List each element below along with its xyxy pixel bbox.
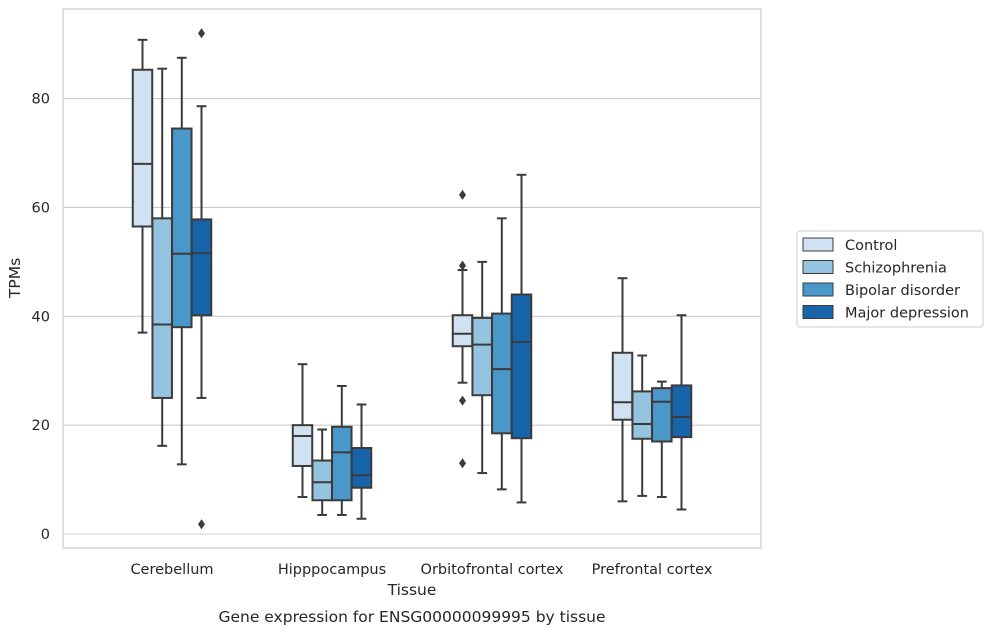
box-body: [471, 316, 493, 397]
box-body: [151, 217, 173, 399]
legend-label: Schizophrenia: [845, 261, 947, 277]
box-body: [171, 127, 193, 329]
legend: Control Schizophrenia Bipolar disorder Majo…: [796, 230, 984, 328]
y-tick-label: 0: [41, 527, 50, 543]
legend-label: Bipolar disorder: [845, 283, 960, 299]
box-control: [611, 277, 634, 503]
outlier-marker: [459, 260, 466, 271]
box-body: [451, 314, 474, 348]
box-schizophrenia: [631, 354, 653, 497]
box-schizophrenia: [471, 260, 493, 475]
box-body: [631, 390, 653, 440]
outlier-marker: [459, 189, 466, 200]
outlier-marker: [198, 28, 205, 39]
box-schizophrenia: [311, 428, 333, 516]
box-body: [331, 425, 353, 502]
box-major-depression: [190, 28, 213, 530]
box-bipolar-disorder: [651, 380, 673, 498]
x-tick-label: Cerebellum: [130, 562, 213, 578]
y-tick-labels: 0 20 40 60 80: [32, 92, 50, 543]
box-bipolar-disorder: [171, 56, 193, 466]
box-major-depression: [670, 314, 693, 511]
box-body: [491, 312, 513, 435]
box-major-depression: [350, 403, 373, 520]
box-control: [131, 38, 154, 334]
box-body: [350, 447, 373, 489]
plot-frame: [62, 8, 762, 549]
x-tick-label: Prefrontal cortex: [592, 562, 713, 578]
legend-swatch: [802, 282, 834, 297]
y-axis-label: TPMs: [6, 258, 24, 299]
box-body: [291, 424, 314, 467]
x-tick-labels: Cerebellum Hipppocampus Orbitofrontal cort…: [130, 562, 712, 578]
box-body: [131, 68, 154, 228]
box-body: [190, 218, 213, 317]
box-body: [611, 351, 634, 421]
legend-swatch: [802, 237, 834, 252]
y-tick-label: 60: [32, 200, 50, 216]
boxes: [131, 28, 693, 530]
outlier-marker: [459, 458, 466, 469]
box-bipolar-disorder: [491, 217, 513, 491]
chart-caption: Gene expression for ENSG00000099995 by t…: [218, 608, 605, 626]
box-body: [311, 459, 333, 502]
box-control: [451, 189, 474, 469]
box-control: [291, 363, 314, 498]
legend-swatch: [802, 305, 834, 319]
box-body: [651, 387, 673, 443]
y-tick-label: 20: [32, 418, 50, 434]
x-tick-label: Orbitofrontal cortex: [421, 562, 564, 578]
y-tick-label: 40: [32, 309, 50, 325]
box-bipolar-disorder: [331, 384, 353, 516]
x-tick-label: Hipppocampus: [278, 562, 386, 578]
x-axis-label: Tissue: [387, 581, 437, 599]
legend-label: Major depression: [845, 306, 969, 322]
legend-label: Control: [845, 238, 897, 254]
box-body: [670, 384, 693, 439]
outlier-marker: [198, 519, 205, 530]
box-schizophrenia: [151, 67, 173, 447]
box-body: [510, 293, 533, 440]
outlier-marker: [459, 395, 466, 406]
legend-frame: [796, 230, 984, 328]
y-tick-label: 80: [32, 92, 50, 108]
legend-swatch: [802, 260, 834, 274]
box-major-depression: [510, 173, 533, 504]
